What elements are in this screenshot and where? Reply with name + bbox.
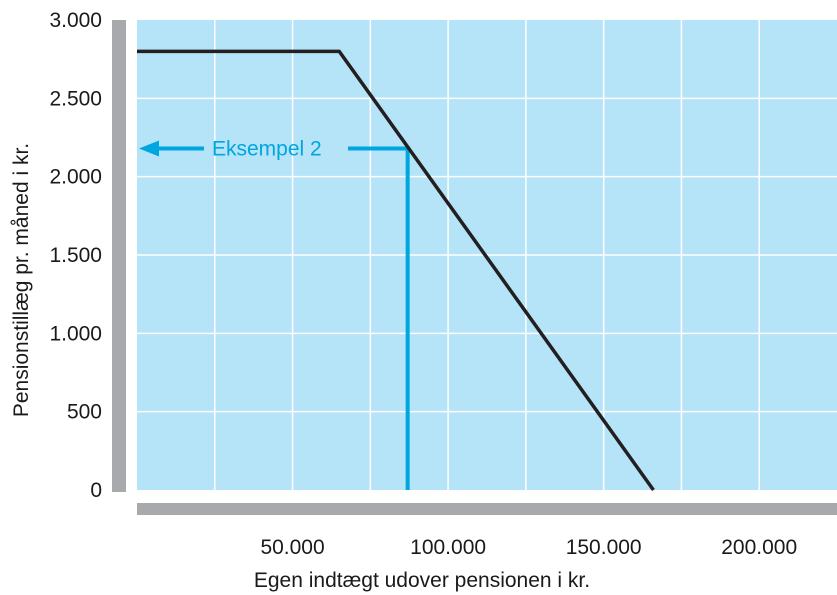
- x-tick-label: 150.000: [566, 536, 642, 559]
- x-axis-title: Egen indtægt udover pensionen i kr.: [254, 569, 590, 592]
- x-tick-label: 200.000: [721, 536, 797, 559]
- y-tick-label: 500: [67, 401, 102, 424]
- series-layer: [137, 49, 655, 492]
- y-tick-labels: 0 500 1.000 1.500 2.000 2.500 3.000: [49, 9, 102, 502]
- annotation-layer: Eksempel 2: [139, 137, 410, 490]
- y-tick-label: 1.000: [49, 322, 102, 345]
- y-tick-label: 2.500: [49, 87, 102, 110]
- y-axis-bar: [112, 20, 126, 492]
- y-axis-title: Pensionstillæg pr. måned i kr.: [10, 143, 33, 417]
- annotation-label: Eksempel 2: [212, 137, 322, 160]
- y-tick-label: 1.500: [49, 244, 102, 267]
- x-axis-bar: [137, 503, 837, 515]
- y-tick-label: 0: [90, 479, 102, 502]
- x-tick-labels: 50.000 100.000 150.000 200.000: [260, 536, 797, 559]
- annotation-arrow-head: [139, 140, 159, 157]
- y-tick-label: 2.000: [49, 166, 102, 189]
- y-tick-label: 3.000: [49, 9, 102, 32]
- x-tick-label: 100.000: [410, 536, 486, 559]
- x-tick-label: 50.000: [260, 536, 324, 559]
- series-line: [137, 49, 655, 492]
